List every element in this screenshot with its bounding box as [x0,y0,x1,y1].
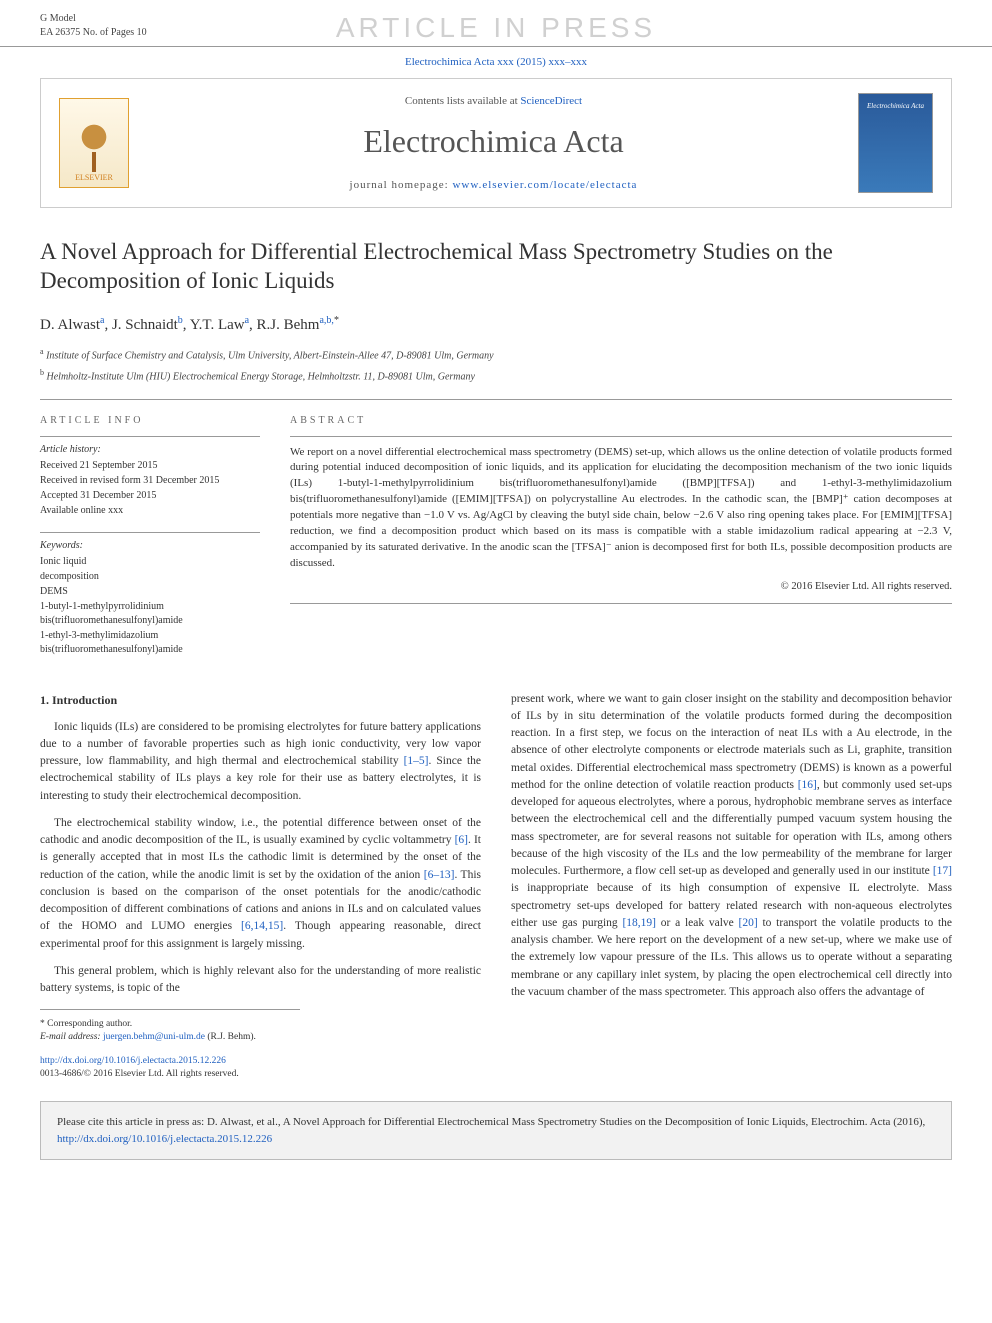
article-history-block: Article history: Received 21 September 2… [40,436,260,518]
intro-p3: This general problem, which is highly re… [40,963,481,998]
doi-link[interactable]: http://dx.doi.org/10.1016/j.electacta.20… [40,1056,226,1066]
history-line: Accepted 31 December 2015 [40,489,260,503]
p4-text-b: , but commonly used set-ups developed fo… [511,779,952,877]
contents-line: Contents lists available at ScienceDirec… [129,94,858,109]
sciencedirect-link[interactable]: ScienceDirect [520,95,582,107]
keyword-line: 1-ethyl-3-methylimidazolium bis(trifluor… [40,629,260,657]
elsevier-tree-icon [74,122,114,172]
abstract-copyright: © 2016 Elsevier Ltd. All rights reserved… [290,580,952,595]
intro-p4: present work, where we want to gain clos… [511,691,952,1002]
homepage-link[interactable]: www.elsevier.com/locate/electacta [452,179,637,191]
cover-thumb-title: Electrochimica Acta [859,102,932,112]
abstract-heading: ABSTRACT [290,414,952,428]
article-info-column: ARTICLE INFO Article history: Received 2… [40,414,260,671]
history-line: Available online xxx [40,504,260,518]
intro-p1: Ionic liquids (ILs) are considered to be… [40,719,481,805]
issn-copyright: 0013-4686/© 2016 Elsevier Ltd. All right… [40,1068,952,1081]
intro-p2: The electrochemical stability window, i.… [40,815,481,953]
ref-link[interactable]: [6–13] [424,869,455,881]
ref-link[interactable]: [18,19] [622,917,656,929]
keyword-line: DEMS [40,585,260,599]
body-section: 1. Introduction Ionic liquids (ILs) are … [0,671,992,1010]
citation-box: Please cite this article in press as: D.… [40,1101,952,1160]
history-line: Received in revised form 31 December 201… [40,474,260,488]
email-suffix: (R.J. Behm). [205,1032,256,1042]
journal-banner: ELSEVIER Contents lists available at Sci… [40,78,952,208]
homepage-line: journal homepage: www.elsevier.com/locat… [129,178,858,193]
cite-prefix: Please cite this article in press as: D.… [57,1116,925,1128]
homepage-prefix: journal homepage: [350,179,453,191]
article-in-press-watermark: ARTICLE IN PRESS [336,8,656,47]
journal-reference: Electrochimica Acta xxx (2015) xxx–xxx [0,47,992,78]
corresponding-author-footnote: * Corresponding author. E-mail address: … [40,1009,300,1045]
page-header: G Model EA 26375 No. of Pages 10 ARTICLE… [0,0,992,47]
article-info-heading: ARTICLE INFO [40,414,260,428]
keywords-label: Keywords: [40,539,260,553]
p4-text-a: present work, where we want to gain clos… [511,693,952,791]
ref-link[interactable]: [20] [739,917,758,929]
elsevier-label: ELSEVIER [75,172,113,183]
ref-link[interactable]: [16] [798,779,817,791]
history-line: Received 21 September 2015 [40,459,260,473]
ref-link[interactable]: [1–5] [404,755,429,767]
p4-text-d: or a leak valve [656,917,739,929]
keyword-line: decomposition [40,570,260,584]
doi-block: http://dx.doi.org/10.1016/j.electacta.20… [40,1055,952,1082]
abstract-rule-bottom [290,603,952,604]
abstract-rule [290,436,952,437]
affiliation: a Institute of Surface Chemistry and Cat… [40,346,952,363]
keyword-line: 1-butyl-1-methylpyrrolidinium bis(triflu… [40,600,260,628]
banner-center: Contents lists available at ScienceDirec… [129,94,858,194]
cite-doi-link[interactable]: http://dx.doi.org/10.1016/j.electacta.20… [57,1133,272,1145]
ref-link[interactable]: [6,14,15] [241,920,283,932]
p2-text-a: The electrochemical stability window, i.… [40,817,481,846]
article-title: A Novel Approach for Differential Electr… [40,238,952,296]
corr-label: * Corresponding author. [40,1018,300,1031]
journal-cover-thumbnail: Electrochimica Acta [858,93,933,193]
email-line: E-mail address: juergen.behm@uni-ulm.de … [40,1031,300,1044]
divider [40,399,952,400]
elsevier-logo: ELSEVIER [59,98,129,188]
affiliation: b Helmholtz-Institute Ulm (HIU) Electroc… [40,367,952,384]
keyword-line: Ionic liquid [40,555,260,569]
authors-line: D. Alwasta, J. Schnaidtb, Y.T. Lawa, R.J… [40,314,952,336]
intro-heading: 1. Introduction [40,691,481,709]
keywords-block: Keywords: Ionic liquiddecompositionDEMS1… [40,532,260,657]
abstract-text: We report on a novel differential electr… [290,445,952,573]
article-main: A Novel Approach for Differential Electr… [0,208,992,670]
ref-link[interactable]: [6] [455,834,468,846]
ref-link[interactable]: [17] [933,865,952,877]
info-abstract-row: ARTICLE INFO Article history: Received 2… [40,414,952,671]
abstract-column: ABSTRACT We report on a novel differenti… [290,414,952,671]
email-label: E-mail address: [40,1032,103,1042]
history-label: Article history: [40,443,260,457]
author-email-link[interactable]: juergen.behm@uni-ulm.de [103,1032,205,1042]
contents-prefix: Contents lists available at [405,95,520,107]
two-column-body: 1. Introduction Ionic liquids (ILs) are … [40,691,952,1010]
journal-name: Electrochimica Acta [129,119,858,164]
